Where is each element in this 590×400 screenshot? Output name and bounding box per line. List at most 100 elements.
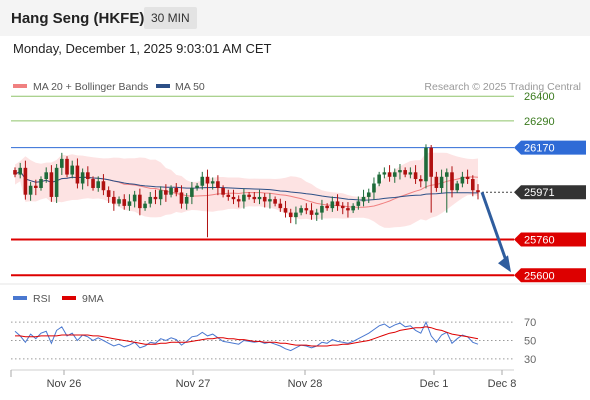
candle-body (283, 208, 288, 213)
level-label-25600: 25600 (524, 270, 555, 282)
candle-body (372, 183, 376, 193)
candle-body (262, 196, 267, 202)
level-tag-25600 (514, 268, 586, 283)
chart-header: Hang Seng (HKFE) 30 MIN (0, 0, 590, 36)
candle-body (278, 203, 283, 209)
candle-body (174, 187, 179, 193)
forecast-arrowhead (498, 255, 511, 273)
candle-body (148, 196, 153, 204)
instrument-title: Hang Seng (HKFE) (11, 10, 145, 27)
candle-body (34, 185, 38, 188)
candle-body (377, 174, 381, 184)
candle-body (231, 196, 236, 200)
candle-body (39, 179, 43, 188)
candle-body (184, 196, 189, 204)
legend-swatch-ma20 (13, 84, 27, 88)
candle-body (49, 172, 54, 197)
level-tag-25760 (514, 232, 586, 247)
timeframe-badge[interactable]: 30 MIN (144, 7, 197, 29)
candle-body (75, 165, 80, 184)
ma50-line (14, 170, 478, 201)
candle-body (179, 192, 184, 204)
candle-body (143, 203, 147, 209)
candle-body (70, 165, 75, 175)
candle-body (252, 196, 257, 200)
candle-body (80, 172, 85, 184)
candle-body (268, 199, 272, 202)
candle-body (127, 201, 132, 206)
x-tick-label: Dec 1 (420, 378, 449, 390)
rsi-tick-50: 50 (524, 336, 536, 348)
legend-swatch-9ma (62, 296, 76, 300)
candle-body (96, 181, 101, 188)
candle-body (309, 210, 314, 215)
candle-body (169, 187, 173, 195)
x-tick-label: Nov 26 (47, 378, 82, 390)
candle-body (439, 176, 444, 188)
candle-body (210, 181, 215, 184)
candle-body (65, 158, 69, 175)
candle-body (106, 190, 111, 197)
candle-body (304, 208, 309, 211)
level-label-26290: 26290 (524, 116, 555, 128)
rsi-line (14, 320, 479, 352)
candle-body (138, 194, 142, 209)
candle-body (226, 194, 231, 197)
legend-swatch-ma50 (156, 84, 170, 88)
rsi-tick-30: 30 (524, 354, 536, 366)
candle-body (112, 196, 116, 204)
candle-body (398, 170, 402, 173)
candle-body (242, 194, 246, 202)
level-label-26400: 26400 (524, 91, 555, 103)
candle-body (122, 199, 127, 206)
candle-body (18, 167, 23, 175)
bollinger-band (15, 152, 478, 228)
legend-label-9ma: 9MA (82, 293, 104, 305)
candle-body (330, 201, 335, 209)
candle-body (320, 205, 324, 213)
candle-body (408, 172, 413, 175)
candle-body (434, 176, 439, 188)
candle-body (325, 205, 329, 209)
candle-body (86, 172, 90, 180)
candle-body (335, 201, 340, 206)
candle-body (294, 212, 298, 218)
legend-label-ma20: MA 20 + Bollinger Bands (33, 81, 148, 93)
candle-body (190, 187, 194, 197)
candle-body (221, 187, 225, 195)
legend-swatch-rsi (13, 296, 27, 300)
candle-body (444, 172, 449, 177)
candle-body (361, 196, 366, 202)
candle-body (158, 190, 163, 200)
candle-body (403, 170, 407, 175)
x-tick-label: Dec 8 (488, 378, 517, 390)
level-tag-25971 (514, 185, 586, 200)
candle-body (195, 185, 199, 188)
candle-body (429, 147, 433, 177)
forecast-arrow (480, 191, 509, 264)
candle-body (299, 208, 303, 213)
rsi-ma-line (15, 326, 479, 347)
level-label-26170: 26170 (524, 143, 555, 155)
candle-body (465, 176, 470, 180)
candle-body (460, 176, 465, 184)
candle-body (257, 196, 262, 200)
candle-body (13, 170, 17, 175)
level-tag-26170 (514, 140, 586, 155)
candle-body (470, 179, 475, 191)
chart-datetime: Monday, December 1, 2025 9:03:01 AM CET (13, 41, 272, 56)
candle-body (60, 158, 64, 168)
candle-body (314, 212, 319, 215)
candle-body (153, 196, 158, 200)
candle-body (216, 181, 220, 188)
candle-body (418, 179, 423, 182)
candle-body (413, 172, 418, 180)
candle-body (205, 176, 210, 184)
candle-body (382, 172, 387, 175)
candle-body (44, 172, 49, 180)
candle-body (450, 172, 454, 191)
rsi-tick-70: 70 (524, 317, 536, 329)
candle-body (117, 199, 121, 204)
candle-body (273, 199, 277, 204)
candle-body (101, 181, 106, 191)
